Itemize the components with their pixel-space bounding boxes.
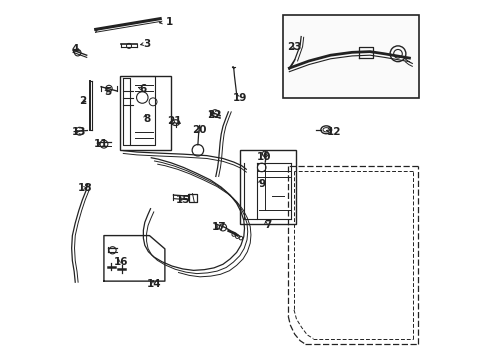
- Bar: [240, 150, 295, 224]
- Text: 4: 4: [71, 44, 79, 54]
- Text: 22: 22: [206, 111, 221, 121]
- Text: 18: 18: [78, 183, 92, 193]
- Text: 5: 5: [103, 87, 111, 97]
- Text: 11: 11: [94, 139, 108, 149]
- Text: 2: 2: [79, 96, 86, 106]
- Text: 14: 14: [146, 279, 161, 289]
- Text: 15: 15: [176, 195, 190, 205]
- Text: 21: 21: [167, 116, 182, 126]
- Text: 10: 10: [257, 152, 271, 162]
- Text: 13: 13: [71, 127, 86, 136]
- Text: 9: 9: [258, 179, 264, 189]
- Text: 7: 7: [264, 220, 271, 230]
- Bar: [283, 15, 418, 98]
- Text: 8: 8: [143, 114, 150, 124]
- Text: 23: 23: [286, 42, 301, 52]
- Text: 12: 12: [326, 127, 341, 136]
- Text: 17: 17: [211, 222, 225, 231]
- Text: 20: 20: [192, 125, 206, 135]
- Text: 1: 1: [165, 17, 172, 27]
- Text: 6: 6: [140, 84, 147, 94]
- Text: 3: 3: [143, 39, 150, 49]
- Text: 19: 19: [233, 93, 247, 103]
- Text: 16: 16: [113, 257, 128, 267]
- Bar: [120, 76, 170, 149]
